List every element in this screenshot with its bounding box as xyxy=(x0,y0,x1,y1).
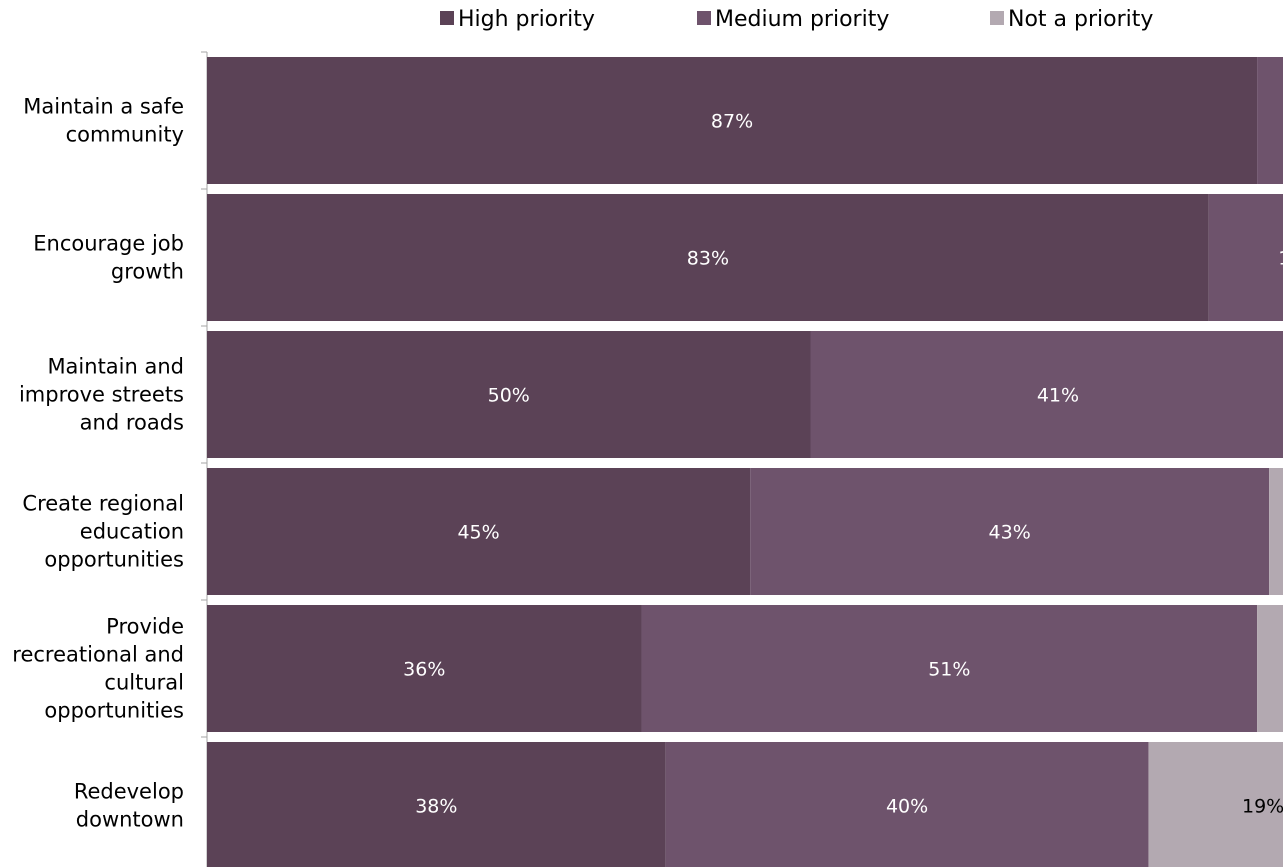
bar-segment xyxy=(1269,468,1283,595)
category-label: downtown xyxy=(76,808,184,832)
bar-segment xyxy=(810,331,1283,458)
category-label: Redevelop xyxy=(74,780,184,804)
category-label: community xyxy=(66,123,184,147)
category-labels: Maintain a safe community Encourage job gro… xyxy=(12,95,184,832)
legend-label: High priority xyxy=(458,7,595,32)
data-label: 50% xyxy=(488,385,530,407)
legend-swatch xyxy=(440,11,454,25)
category-label: Create regional xyxy=(22,492,184,516)
category-label: opportunities xyxy=(44,548,184,572)
category-label: and roads xyxy=(80,411,184,435)
legend-label: Not a priority xyxy=(1008,7,1153,32)
data-label: 87% xyxy=(711,111,753,133)
category-label: cultural xyxy=(104,671,184,695)
category-label: improve streets xyxy=(19,383,184,407)
bar-segment xyxy=(207,468,751,595)
legend-swatch xyxy=(697,11,711,25)
legend-swatch xyxy=(990,11,1004,25)
bar-segment xyxy=(641,605,1258,732)
category-label: growth xyxy=(111,260,184,284)
bar-segment xyxy=(1148,742,1283,867)
bar-segment xyxy=(665,742,1149,867)
data-label: 45% xyxy=(457,522,499,544)
category-label: Provide xyxy=(106,615,184,639)
legend: High priority Medium priority Not a priori… xyxy=(440,7,1153,32)
data-label: 51% xyxy=(928,659,970,681)
category-label: opportunities xyxy=(44,699,184,723)
bar-segment xyxy=(207,194,1209,321)
data-label: 40% xyxy=(886,796,928,818)
category-label: Maintain a safe xyxy=(23,95,184,119)
data-label: 19% xyxy=(1242,796,1283,818)
bar-segment xyxy=(207,742,666,867)
bar-segment xyxy=(750,468,1270,595)
legend-label: Medium priority xyxy=(715,7,889,32)
data-label: 83% xyxy=(687,248,729,270)
bar-segment xyxy=(207,605,642,732)
category-label: recreational and xyxy=(12,643,184,667)
category-label: education xyxy=(80,520,184,544)
bars: 87%13%0%83%15%0%50%41%7%45%43%5%36%51%10… xyxy=(207,57,1283,867)
data-label: 36% xyxy=(403,659,445,681)
bar-segment xyxy=(1208,194,1283,321)
data-label: 43% xyxy=(989,522,1031,544)
bar-segment xyxy=(1257,57,1283,184)
bar-segment xyxy=(207,331,811,458)
bar-segment xyxy=(207,57,1258,184)
data-label: 38% xyxy=(415,796,457,818)
data-label: 15% xyxy=(1278,248,1283,270)
category-label: Encourage job xyxy=(33,232,184,256)
data-label: 41% xyxy=(1037,385,1079,407)
category-label: Maintain and xyxy=(47,355,184,379)
category-axis xyxy=(201,51,208,867)
bar-segment xyxy=(1257,605,1283,732)
